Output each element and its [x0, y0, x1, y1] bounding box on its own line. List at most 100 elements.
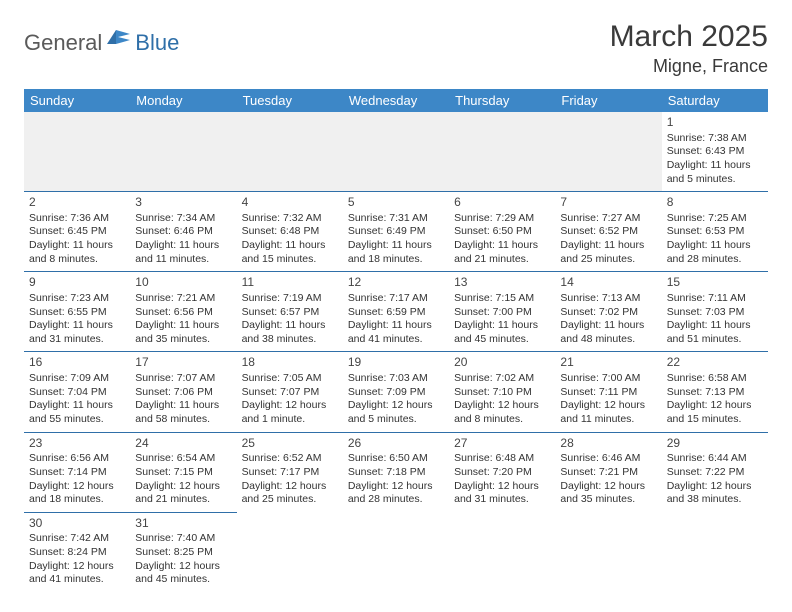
daylight-text: Daylight: 11 hours and 31 minutes.: [29, 319, 125, 346]
day-number: 29: [667, 436, 763, 452]
sunset-text: Sunset: 8:24 PM: [29, 546, 125, 560]
calendar-cell: 3Sunrise: 7:34 AMSunset: 6:46 PMDaylight…: [130, 192, 236, 272]
sunrise-text: Sunrise: 7:27 AM: [560, 212, 656, 226]
daylight-text: Daylight: 11 hours and 58 minutes.: [135, 399, 231, 426]
calendar-cell-empty: [449, 112, 555, 192]
sunset-text: Sunset: 7:06 PM: [135, 386, 231, 400]
day-number: 23: [29, 436, 125, 452]
daylight-text: Daylight: 11 hours and 48 minutes.: [560, 319, 656, 346]
sunrise-text: Sunrise: 7:36 AM: [29, 212, 125, 226]
day-number: 10: [135, 275, 231, 291]
calendar-cell: 22Sunrise: 6:58 AMSunset: 7:13 PMDayligh…: [662, 352, 768, 432]
sunset-text: Sunset: 7:00 PM: [454, 306, 550, 320]
sunrise-text: Sunrise: 7:34 AM: [135, 212, 231, 226]
sunrise-text: Sunrise: 7:23 AM: [29, 292, 125, 306]
sunrise-text: Sunrise: 7:13 AM: [560, 292, 656, 306]
sunrise-text: Sunrise: 7:03 AM: [348, 372, 444, 386]
sunset-text: Sunset: 7:14 PM: [29, 466, 125, 480]
sunset-text: Sunset: 6:45 PM: [29, 225, 125, 239]
day-number: 17: [135, 355, 231, 371]
sunrise-text: Sunrise: 7:21 AM: [135, 292, 231, 306]
calendar-row: 2Sunrise: 7:36 AMSunset: 6:45 PMDaylight…: [24, 192, 768, 272]
calendar-cell: 9Sunrise: 7:23 AMSunset: 6:55 PMDaylight…: [24, 272, 130, 352]
calendar-cell: 10Sunrise: 7:21 AMSunset: 6:56 PMDayligh…: [130, 272, 236, 352]
daylight-text: Daylight: 11 hours and 38 minutes.: [242, 319, 338, 346]
sunrise-text: Sunrise: 6:56 AM: [29, 452, 125, 466]
calendar-cell-empty: [24, 112, 130, 192]
day-number: 4: [242, 195, 338, 211]
sunrise-text: Sunrise: 6:46 AM: [560, 452, 656, 466]
sunrise-text: Sunrise: 6:58 AM: [667, 372, 763, 386]
calendar-table: SundayMondayTuesdayWednesdayThursdayFrid…: [24, 89, 768, 592]
sunrise-text: Sunrise: 7:42 AM: [29, 532, 125, 546]
sunset-text: Sunset: 7:11 PM: [560, 386, 656, 400]
sunset-text: Sunset: 6:59 PM: [348, 306, 444, 320]
day-number: 28: [560, 436, 656, 452]
daylight-text: Daylight: 12 hours and 25 minutes.: [242, 480, 338, 507]
daylight-text: Daylight: 12 hours and 38 minutes.: [667, 480, 763, 507]
calendar-cell-empty: [130, 112, 236, 192]
sunset-text: Sunset: 6:52 PM: [560, 225, 656, 239]
sunrise-text: Sunrise: 7:05 AM: [242, 372, 338, 386]
location: Migne, France: [610, 56, 768, 77]
calendar-row: 23Sunrise: 6:56 AMSunset: 7:14 PM Dayligh…: [24, 432, 768, 512]
weekday-header: Saturday: [662, 89, 768, 112]
sunset-text: Sunset: 7:07 PM: [242, 386, 338, 400]
calendar-cell: 21Sunrise: 7:00 AMSunset: 7:11 PMDayligh…: [555, 352, 661, 432]
sunset-text: Sunset: 6:50 PM: [454, 225, 550, 239]
day-number: 9: [29, 275, 125, 291]
calendar-cell: 2Sunrise: 7:36 AMSunset: 6:45 PMDaylight…: [24, 192, 130, 272]
day-number: 1: [667, 115, 763, 131]
sunrise-text: Sunrise: 7:00 AM: [560, 372, 656, 386]
day-number: 21: [560, 355, 656, 371]
sunrise-text: Sunrise: 7:09 AM: [29, 372, 125, 386]
day-number: 15: [667, 275, 763, 291]
calendar-cell-empty: [237, 512, 343, 592]
sunrise-text: Sunrise: 6:54 AM: [135, 452, 231, 466]
sunset-text: Sunset: 7:02 PM: [560, 306, 656, 320]
daylight-text: Daylight: 11 hours and 35 minutes.: [135, 319, 231, 346]
sunset-text: Sunset: 6:57 PM: [242, 306, 338, 320]
sunset-text: Sunset: 7:09 PM: [348, 386, 444, 400]
day-number: 18: [242, 355, 338, 371]
sunrise-text: Sunrise: 6:48 AM: [454, 452, 550, 466]
sunset-text: Sunset: 7:20 PM: [454, 466, 550, 480]
sunset-text: Sunset: 7:18 PM: [348, 466, 444, 480]
sunrise-text: Sunrise: 6:50 AM: [348, 452, 444, 466]
sunrise-text: Sunrise: 7:15 AM: [454, 292, 550, 306]
day-number: 22: [667, 355, 763, 371]
calendar-cell: 24Sunrise: 6:54 AMSunset: 7:15 PMDayligh…: [130, 432, 236, 512]
calendar-cell: 16Sunrise: 7:09 AMSunset: 7:04 PMDayligh…: [24, 352, 130, 432]
daylight-text: Daylight: 11 hours and 18 minutes.: [348, 239, 444, 266]
sunset-text: Sunset: 6:49 PM: [348, 225, 444, 239]
daylight-text: Daylight: 12 hours and 8 minutes.: [454, 399, 550, 426]
calendar-cell-empty: [555, 512, 661, 592]
sunrise-text: Sunrise: 7:02 AM: [454, 372, 550, 386]
daylight-text: Daylight: 11 hours and 21 minutes.: [454, 239, 550, 266]
calendar-body: 1Sunrise: 7:38 AMSunset: 6:43 PMDaylight…: [24, 112, 768, 592]
daylight-text: Daylight: 12 hours and 15 minutes.: [667, 399, 763, 426]
daylight-text: Daylight: 11 hours and 15 minutes.: [242, 239, 338, 266]
day-number: 30: [29, 516, 125, 532]
calendar-cell: 29Sunrise: 6:44 AMSunset: 7:22 PMDayligh…: [662, 432, 768, 512]
daylight-text: Daylight: 11 hours and 25 minutes.: [560, 239, 656, 266]
weekday-header-row: SundayMondayTuesdayWednesdayThursdayFrid…: [24, 89, 768, 112]
weekday-header: Wednesday: [343, 89, 449, 112]
sunset-text: Sunset: 6:46 PM: [135, 225, 231, 239]
calendar-cell: 6Sunrise: 7:29 AMSunset: 6:50 PMDaylight…: [449, 192, 555, 272]
daylight-text: Daylight: 11 hours and 41 minutes.: [348, 319, 444, 346]
daylight-text: Daylight: 11 hours and 45 minutes.: [454, 319, 550, 346]
daylight-text: Daylight: 12 hours and 35 minutes.: [560, 480, 656, 507]
calendar-cell: 8Sunrise: 7:25 AMSunset: 6:53 PMDaylight…: [662, 192, 768, 272]
sunset-text: Sunset: 6:48 PM: [242, 225, 338, 239]
sunrise-text: Sunrise: 6:52 AM: [242, 452, 338, 466]
sunrise-text: Sunrise: 7:38 AM: [667, 132, 763, 146]
weekday-header: Monday: [130, 89, 236, 112]
calendar-cell: 23Sunrise: 6:56 AMSunset: 7:14 PMDayligh…: [24, 432, 130, 512]
sunrise-text: Sunrise: 6:44 AM: [667, 452, 763, 466]
day-number: 13: [454, 275, 550, 291]
sunset-text: Sunset: 7:17 PM: [242, 466, 338, 480]
daylight-text: Daylight: 12 hours and 28 minutes.: [348, 480, 444, 507]
sunset-text: Sunset: 7:13 PM: [667, 386, 763, 400]
calendar-row: 9Sunrise: 7:23 AMSunset: 6:55 PMDaylight…: [24, 272, 768, 352]
